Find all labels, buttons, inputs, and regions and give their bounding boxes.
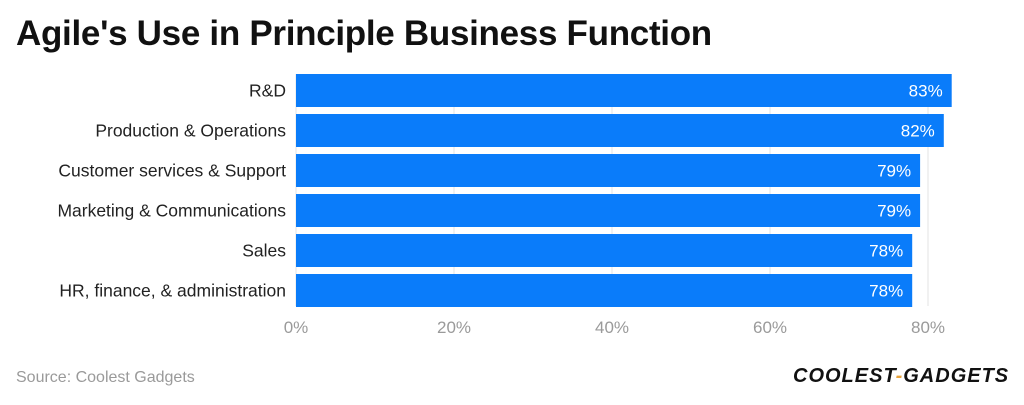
x-tick-label-20: 20% xyxy=(437,318,471,337)
bar-2 xyxy=(296,114,944,147)
chart-title: Agile's Use in Principle Business Functi… xyxy=(16,14,712,53)
x-tick-label-0: 0% xyxy=(284,318,309,337)
gridlines xyxy=(295,74,929,306)
bar-3 xyxy=(296,154,921,187)
category-label-4: Marketing & Communications xyxy=(57,201,286,221)
bar-1 xyxy=(296,74,952,107)
brand-logo: COOLEST-GADGETS xyxy=(793,365,1009,388)
bar-6 xyxy=(296,274,913,307)
category-label-5: Sales xyxy=(242,241,286,261)
bar-value-label-2: 82% xyxy=(901,122,935,141)
category-labels: R&D Production & Operations Customer servi… xyxy=(57,81,286,301)
x-tick-label-60: 60% xyxy=(753,318,787,337)
x-tick-label-40: 40% xyxy=(595,318,629,337)
bar-value-label-1: 83% xyxy=(909,82,943,101)
source-note: Source: Coolest Gadgets xyxy=(16,369,195,386)
x-tick-label-80: 80% xyxy=(911,318,945,337)
logo-text-coolest: COOLEST xyxy=(793,365,896,387)
logo-text-gadgets: GADGETS xyxy=(903,365,1010,387)
bar-value-label-3: 79% xyxy=(877,162,911,181)
bar-value-label-6: 78% xyxy=(869,282,903,301)
bar-value-label-5: 78% xyxy=(869,242,903,261)
bar-4 xyxy=(296,194,921,227)
category-label-1: R&D xyxy=(249,81,286,101)
logo-dash: - xyxy=(895,365,904,387)
bar-5 xyxy=(296,234,913,267)
bar-value-label-4: 79% xyxy=(877,202,911,221)
category-label-2: Production & Operations xyxy=(95,121,286,141)
category-label-6: HR, finance, & administration xyxy=(59,281,286,301)
category-label-3: Customer services & Support xyxy=(58,161,286,181)
x-axis-ticks: 0% 20% 40% 60% 80% xyxy=(284,318,945,337)
bars: 83% 82% 79% 79% 78% 78% xyxy=(296,74,952,307)
